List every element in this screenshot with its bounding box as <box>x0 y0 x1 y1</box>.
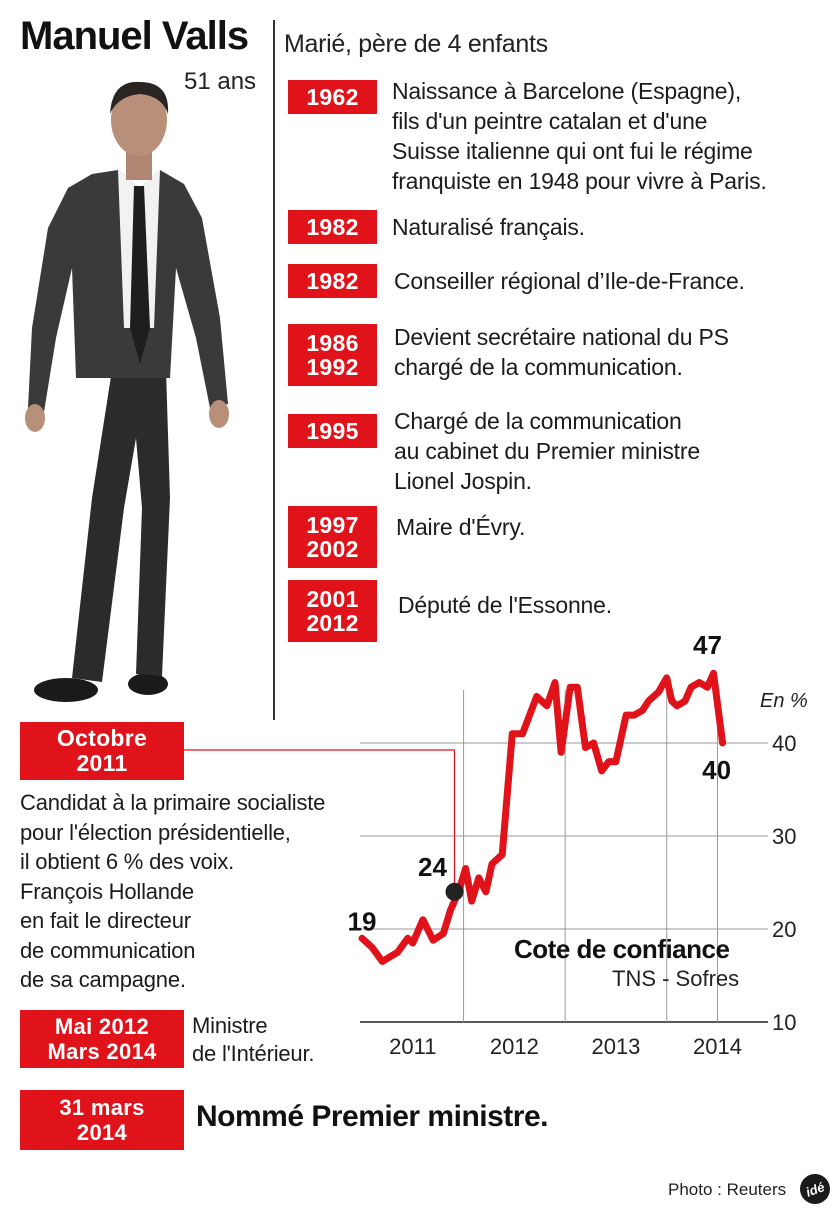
chart-unit-label: En % <box>760 690 808 712</box>
year-badge: 1982 <box>288 210 377 244</box>
divider-line <box>273 20 275 720</box>
timeline-text: Naissance à Barcelone (Espagne), fils d'… <box>392 78 767 194</box>
chart-title: Cote de confiance <box>514 934 730 964</box>
year-badge: 1962 <box>288 80 377 114</box>
publisher-logo: idé <box>795 1169 835 1209</box>
year-badge: 1982 <box>288 264 377 298</box>
timeline-text: Naturalisé français. <box>392 214 585 240</box>
data-point-marker <box>445 882 464 901</box>
timeline-text: Conseiller régional d’Ile-de-France. <box>394 268 745 294</box>
timeline-text: Maire d'Évry. <box>396 514 526 540</box>
photo-credit: Photo : Reuters <box>668 1180 787 1199</box>
event-date-badge: Octobre 2011 <box>20 722 184 780</box>
y-tick-label: 20 <box>772 917 796 942</box>
data-label: 40 <box>702 755 731 785</box>
x-tick-label: 2013 <box>591 1034 640 1059</box>
portrait-photo <box>25 81 229 702</box>
y-tick-label: 30 <box>772 824 796 849</box>
timeline-text: Député de l'Essonne. <box>398 592 612 618</box>
x-tick-label: 2011 <box>389 1034 436 1059</box>
x-tick-label: 2012 <box>490 1034 539 1059</box>
timeline-text: Devient secrétaire national du PS chargé… <box>394 324 729 380</box>
year-badge: 1995 <box>288 414 377 448</box>
event-text: Candidat à la primaire socialiste pour l… <box>20 790 326 992</box>
marital-status: Marié, père de 4 enfants <box>284 30 548 58</box>
data-label: 19 <box>348 906 377 936</box>
event-headline: Nommé Premier ministre. <box>196 1100 548 1133</box>
year-badge: 1997 2002 <box>288 506 377 568</box>
event-date-badge: 31 mars 2014 <box>20 1090 184 1150</box>
event-text: Ministre de l'Intérieur. <box>192 1013 315 1066</box>
series-line <box>358 669 727 965</box>
y-tick-label: 10 <box>772 1010 796 1035</box>
x-tick-label: 2014 <box>693 1034 742 1059</box>
person-name: Manuel Valls <box>20 14 249 58</box>
y-tick-label: 40 <box>772 731 796 756</box>
timeline-text: Chargé de la communication au cabinet du… <box>394 408 700 494</box>
data-label: 24 <box>418 852 447 882</box>
year-badge: 2001 2012 <box>288 580 377 642</box>
chart-subtitle: TNS - Sofres <box>612 966 740 991</box>
year-badge: 1986 1992 <box>288 324 377 386</box>
event-date-badge: Mai 2012 Mars 2014 <box>20 1010 184 1068</box>
data-label: 47 <box>693 630 722 660</box>
age-label: 51 ans <box>184 68 257 95</box>
